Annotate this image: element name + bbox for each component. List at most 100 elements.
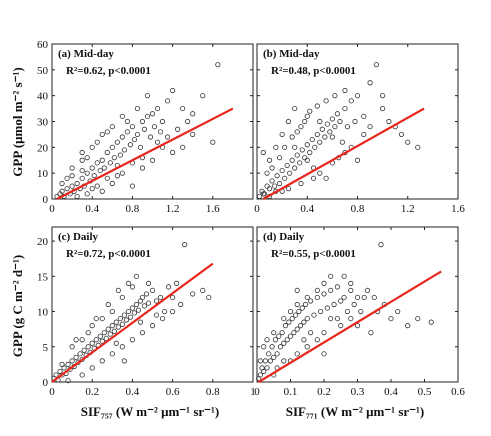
scatter-point	[101, 330, 107, 336]
scatter-point	[125, 280, 131, 286]
scatter-point	[107, 331, 113, 337]
scatter-point	[210, 139, 216, 145]
scatter-point	[279, 131, 285, 138]
scatter-point	[324, 121, 330, 127]
scatter-point	[328, 287, 334, 294]
scatter-point	[260, 149, 266, 156]
scatter-point	[174, 280, 180, 286]
scatter-point	[134, 105, 141, 112]
x-tick-label: 0	[49, 203, 55, 215]
scatter-point	[354, 93, 361, 99]
scatter-point	[94, 139, 100, 145]
scatter-point	[141, 126, 148, 132]
scatter-point	[282, 175, 288, 181]
x-tick-label: 1.2	[401, 203, 415, 215]
x-tick-label: 0.8	[351, 203, 365, 215]
y-tick-label: 20	[37, 142, 49, 154]
x-tick-label: 1.6	[206, 203, 220, 215]
scatter-point	[97, 167, 103, 174]
x-tick-label: 0.8	[206, 386, 220, 398]
regression-line	[56, 107, 234, 200]
scatter-point	[339, 139, 346, 145]
scatter-point	[354, 157, 361, 163]
scatter-point	[170, 308, 176, 315]
scatter-point	[398, 131, 405, 138]
scatter-point	[114, 173, 120, 179]
scatter-point	[294, 152, 300, 158]
scatter-point	[279, 167, 285, 174]
scatter-point	[119, 170, 125, 176]
scatter-point	[190, 291, 196, 297]
scatter-point	[299, 305, 305, 311]
scatter-point	[338, 323, 344, 329]
scatter-point	[104, 129, 110, 135]
scatter-point	[286, 319, 292, 325]
scatter-point	[109, 124, 115, 130]
scatter-point	[133, 301, 140, 308]
scatter-point	[327, 129, 333, 135]
regression-line	[258, 270, 442, 383]
scatter-point	[73, 337, 79, 343]
scatter-point	[272, 337, 279, 343]
scatter-point	[281, 358, 287, 364]
scatter-point	[266, 186, 273, 192]
x-tick-label: 0.4	[384, 386, 398, 398]
scatter-point	[364, 287, 371, 294]
scatter-point	[157, 294, 164, 301]
scatter-point	[170, 149, 176, 156]
scatter-point	[274, 351, 280, 357]
scatter-point	[105, 301, 111, 308]
scatter-point	[348, 280, 354, 286]
scatter-point	[85, 344, 91, 350]
scatter-point	[69, 183, 75, 189]
y-axis-label-bottom: GPP (g C m⁻² d⁻¹)	[10, 255, 25, 357]
scatter-point	[145, 280, 152, 286]
scatter-point	[103, 335, 109, 341]
scatter-point	[294, 287, 300, 294]
scatter-point	[289, 134, 295, 140]
scatter-point	[298, 180, 304, 187]
scatter-point	[114, 139, 120, 145]
scatter-point	[257, 358, 263, 364]
scatter-point	[304, 344, 310, 350]
scatter-point	[319, 126, 325, 132]
scatter-point	[170, 87, 176, 94]
scatter-point	[289, 315, 295, 322]
scatter-point	[301, 319, 307, 325]
scatter-point	[69, 344, 75, 350]
scatter-point	[281, 340, 287, 346]
scatter-point	[79, 167, 85, 174]
scatter-point	[113, 340, 119, 346]
scatter-point	[354, 323, 361, 329]
y-tick-label: 15	[37, 271, 49, 283]
scatter-point	[367, 80, 373, 86]
stats-label-c: R²=0.72, p<0.0001	[66, 248, 151, 260]
scatter-point	[127, 142, 133, 148]
x-tick-label: 0.4	[126, 386, 140, 398]
scatter-point	[149, 323, 156, 329]
scatter-point	[129, 337, 135, 343]
scatter-point	[119, 344, 125, 350]
scatter-point	[182, 242, 188, 248]
scatter-point	[264, 337, 270, 343]
scatter-point	[84, 191, 90, 197]
scatter-point	[131, 310, 138, 316]
x-tick-label: 0.2	[85, 386, 99, 398]
scatter-point	[279, 330, 285, 336]
scatter-point	[314, 131, 320, 138]
x-tick-label: 0.4	[85, 203, 99, 215]
scatter-point	[367, 124, 373, 130]
scatter-point	[368, 330, 374, 336]
scatter-point	[137, 319, 144, 325]
scatter-point	[271, 330, 277, 336]
scatter-point	[165, 284, 172, 290]
scatter-point	[153, 298, 160, 304]
scatter-point	[321, 291, 327, 297]
scatter-point	[332, 124, 338, 130]
scatter-point	[170, 294, 176, 301]
scatter-point	[129, 284, 135, 290]
scatter-point	[99, 315, 105, 322]
scatter-point	[200, 287, 206, 294]
scatter-point	[323, 98, 329, 104]
